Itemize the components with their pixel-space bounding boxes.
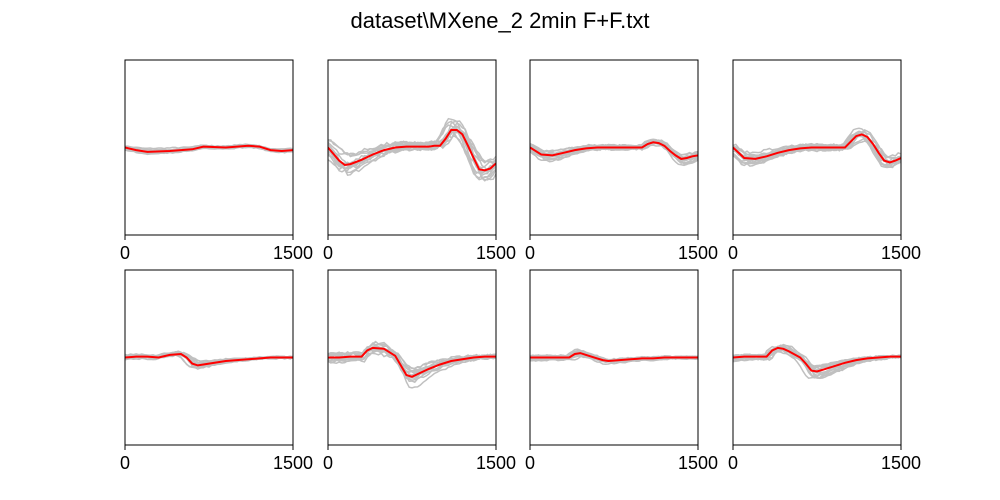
x-tick-label: 0 bbox=[323, 243, 333, 263]
subplot-2: 0 1500 bbox=[323, 59, 516, 263]
mean-line bbox=[328, 346, 496, 378]
trace-line bbox=[733, 345, 901, 380]
figure-title: dataset\MXene_2 2min F+F.txt bbox=[351, 8, 650, 33]
mean-line bbox=[328, 129, 496, 172]
axes-frame bbox=[327, 269, 497, 446]
mean-line bbox=[530, 141, 698, 160]
mean-line bbox=[530, 352, 698, 363]
x-tick-label: 1500 bbox=[273, 453, 313, 473]
x-tick-label: 1500 bbox=[678, 453, 718, 473]
x-tick-label: 1500 bbox=[476, 453, 516, 473]
trace-line bbox=[328, 122, 496, 182]
subplot-8: 0 1500 bbox=[728, 269, 921, 473]
subplot-3: 0 1500 bbox=[525, 59, 718, 263]
x-tick-label: 0 bbox=[120, 243, 130, 263]
x-tick-label: 0 bbox=[728, 453, 738, 473]
x-tick-label: 0 bbox=[525, 453, 535, 473]
mean-line bbox=[125, 352, 293, 367]
axes-frame bbox=[732, 269, 902, 446]
mean-line bbox=[125, 144, 293, 153]
axes-frame bbox=[124, 59, 294, 236]
x-tick-label: 1500 bbox=[881, 243, 921, 263]
subplot-7: 0 1500 bbox=[525, 269, 718, 473]
mean-line bbox=[733, 133, 901, 164]
x-tick-label: 0 bbox=[525, 243, 535, 263]
trace-line bbox=[328, 342, 496, 377]
trace-line bbox=[530, 355, 698, 364]
trace-group bbox=[733, 343, 901, 380]
axes-frame bbox=[732, 59, 902, 236]
x-tick-label: 1500 bbox=[476, 243, 516, 263]
trace-group bbox=[328, 340, 496, 389]
x-tick-label: 0 bbox=[728, 243, 738, 263]
trace-line bbox=[530, 140, 698, 167]
trace-line bbox=[328, 346, 496, 370]
x-tick-label: 1500 bbox=[273, 243, 313, 263]
x-tick-label: 0 bbox=[323, 453, 333, 473]
x-tick-label: 1500 bbox=[678, 243, 718, 263]
subplot-grid: 0 1500 0 1500 0 1500 0 1500 0 1500 0 1500 0 1500 0 1500 bbox=[120, 59, 921, 473]
x-tick-label: 0 bbox=[120, 453, 130, 473]
subplot-5: 0 1500 bbox=[120, 269, 313, 473]
trace-line bbox=[328, 349, 496, 381]
axes-frame bbox=[124, 269, 294, 446]
axes-frame bbox=[529, 59, 699, 236]
axes-frame bbox=[327, 59, 497, 236]
trace-group bbox=[125, 350, 293, 370]
subplot-4: 0 1500 bbox=[728, 59, 921, 263]
axes-frame bbox=[529, 269, 699, 446]
mean-line bbox=[733, 346, 901, 373]
subplot-1: 0 1500 bbox=[120, 59, 313, 263]
subplot-6: 0 1500 bbox=[323, 269, 516, 473]
x-tick-label: 1500 bbox=[881, 453, 921, 473]
